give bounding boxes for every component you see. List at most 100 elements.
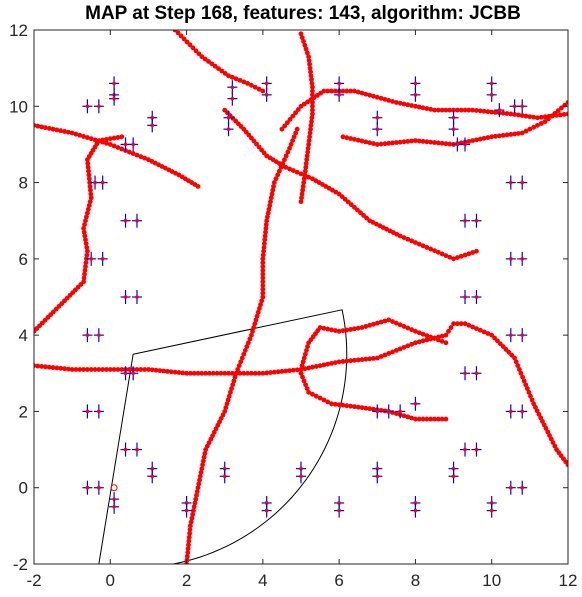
feature-center xyxy=(520,409,525,414)
trajectory-point xyxy=(538,121,544,126)
trajectory-point xyxy=(302,351,308,357)
feature-center xyxy=(497,108,502,112)
trajectory-point xyxy=(212,63,218,69)
trajectory-point xyxy=(363,356,369,362)
trajectory-point xyxy=(454,107,460,113)
trajectory-point xyxy=(439,251,445,257)
feature-center xyxy=(463,142,467,147)
feature-center xyxy=(299,474,303,479)
trajectory-point xyxy=(278,164,284,170)
trajectory-point xyxy=(359,138,365,144)
trajectory-point xyxy=(308,73,314,79)
trajectory-point xyxy=(301,180,307,185)
trajectory-point xyxy=(420,331,426,337)
trajectory-point xyxy=(249,82,254,88)
feature-center xyxy=(123,218,128,223)
trajectory-point xyxy=(73,131,79,137)
trajectory-point xyxy=(54,127,60,133)
trajectory-point xyxy=(111,135,117,141)
trajectory-point xyxy=(432,140,437,145)
trajectory-point xyxy=(329,360,334,366)
trajectory-point xyxy=(245,340,251,346)
trajectory-point xyxy=(420,243,426,249)
feature-center xyxy=(413,81,418,86)
trajectory-point xyxy=(126,367,132,372)
trajectory-point xyxy=(255,309,261,315)
trajectory-point xyxy=(260,252,266,258)
trajectory-point xyxy=(236,363,242,369)
feature-marker xyxy=(505,175,516,190)
trajectory-point xyxy=(352,357,357,363)
trajectory-point xyxy=(62,366,67,372)
trajectory-point xyxy=(405,414,411,420)
trajectory-point xyxy=(228,389,233,395)
trajectory-point xyxy=(409,238,415,244)
feature-marker xyxy=(82,480,93,495)
feature-marker xyxy=(261,503,272,518)
trajectory-point xyxy=(374,142,380,147)
trajectory-point xyxy=(260,370,266,376)
trajectory-point xyxy=(85,164,91,170)
feature-center xyxy=(85,104,90,109)
trajectory-point xyxy=(238,359,244,365)
trajectory-point xyxy=(308,126,313,132)
feature-marker xyxy=(261,87,272,102)
trajectory-point xyxy=(261,241,267,247)
trajectory-point xyxy=(194,492,199,498)
x-tick-label: 6 xyxy=(334,571,343,590)
trajectory-point xyxy=(187,370,193,376)
trajectory-point xyxy=(435,337,441,343)
trajectory-point xyxy=(73,367,79,372)
feature-center xyxy=(520,485,525,490)
trajectory-point xyxy=(435,107,441,113)
trajectory-point xyxy=(100,367,106,372)
trajectory-point xyxy=(77,367,83,372)
trajectory-point xyxy=(470,138,476,144)
trajectory-point xyxy=(201,454,207,460)
trajectory-point xyxy=(161,368,167,374)
trajectory-point xyxy=(474,326,479,332)
trajectory-point xyxy=(307,61,312,67)
trajectory-point xyxy=(88,195,94,201)
trajectory-point xyxy=(251,325,257,330)
feature-marker xyxy=(410,396,421,411)
trajectory-point xyxy=(34,328,37,334)
feature-center xyxy=(508,409,513,414)
feature-marker xyxy=(128,366,139,381)
trajectory-point xyxy=(293,110,298,116)
trajectory-point xyxy=(332,401,338,407)
trajectory-point xyxy=(107,367,113,372)
trajectory-point xyxy=(359,90,365,96)
trajectory-point xyxy=(184,370,189,376)
trajectory-point xyxy=(58,128,64,134)
trajectory-point xyxy=(409,103,415,108)
trajectory-point xyxy=(85,248,90,254)
trajectory-point xyxy=(340,402,346,408)
trajectory-point xyxy=(458,107,464,113)
feature-center xyxy=(150,123,155,128)
trajectory-point xyxy=(269,191,275,197)
trajectory-point xyxy=(287,368,292,374)
trajectory-point xyxy=(352,404,357,410)
trajectory-point xyxy=(81,134,86,139)
feature-center xyxy=(264,508,269,513)
feature-center xyxy=(474,447,479,452)
trajectory-point xyxy=(104,136,109,142)
trajectory-point xyxy=(416,416,422,422)
feature-center xyxy=(337,93,341,97)
feature-center xyxy=(97,104,101,109)
trajectory-point xyxy=(85,135,90,140)
trajectory-point xyxy=(344,358,350,364)
trajectory-point xyxy=(180,370,186,376)
trajectory-point xyxy=(470,324,476,330)
trajectory-point xyxy=(393,411,399,417)
trajectory-point xyxy=(401,324,407,329)
trajectory-point xyxy=(397,346,403,352)
feature-center xyxy=(375,127,380,131)
trajectory-point xyxy=(252,370,258,376)
trajectory-point xyxy=(65,366,71,372)
trajectory-point xyxy=(107,136,113,142)
trajectory-point xyxy=(313,364,319,369)
trajectory-point xyxy=(413,103,418,109)
